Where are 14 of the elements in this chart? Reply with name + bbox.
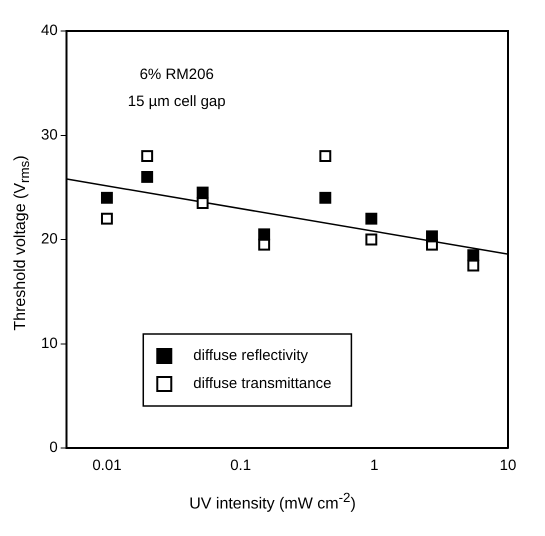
y-tick-label: 20: [40, 230, 58, 248]
legend-label: diffuse reflectivity: [193, 347, 309, 364]
x-tick-label: 0.01: [92, 457, 122, 474]
x-tick-label: 1: [370, 457, 378, 474]
x-tick-label: 10: [500, 457, 516, 474]
y-tick-label: 0: [49, 439, 58, 456]
y-tick-label: 30: [40, 126, 58, 144]
legend-label: diffuse transmittance: [193, 375, 332, 392]
x-tick-label: 0.1: [230, 457, 252, 474]
y-tick-label: 10: [40, 334, 58, 352]
annotation: 6% RM206: [140, 66, 214, 83]
annotation: 15 µm cell gap: [128, 93, 226, 110]
y-tick-label: 40: [40, 22, 58, 40]
x-axis-title: UV intensity (mW cm$^{-2}$): [188, 490, 357, 514]
